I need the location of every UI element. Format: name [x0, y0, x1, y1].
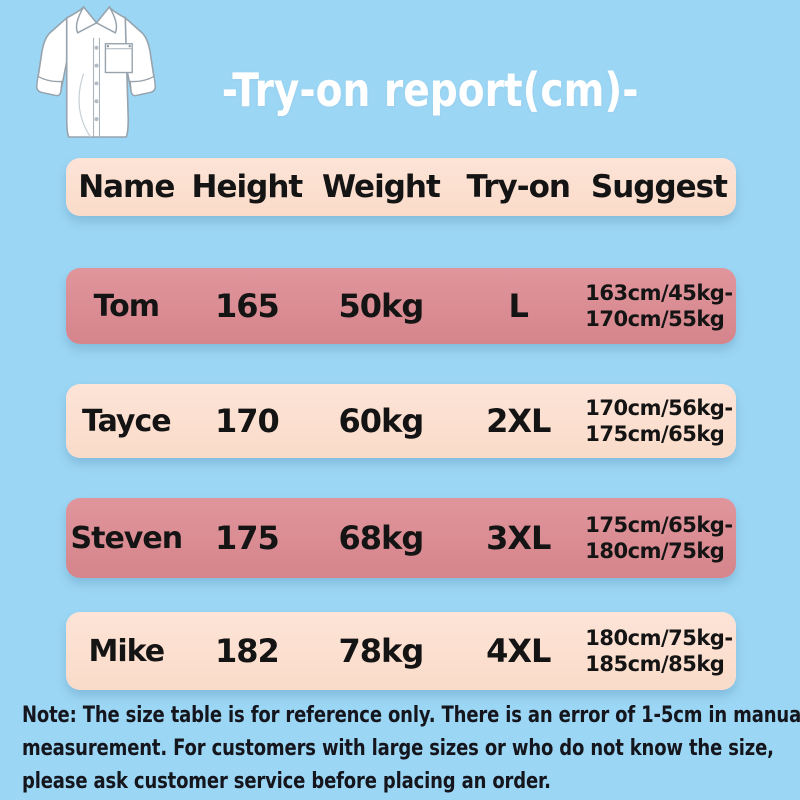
- cell-tryon: 4XL: [486, 632, 551, 670]
- table-row: Mike 182 78kg 4XL 180cm/75kg- 185cm/85kg: [66, 612, 736, 690]
- table-header-row: Name Height Weight Try-on Suggest: [66, 158, 736, 216]
- table-row: Tom 165 50kg L 163cm/45kg- 170cm/55kg: [66, 268, 736, 344]
- note-line: please ask customer service before placi…: [22, 768, 551, 794]
- cell-suggest: 163cm/45kg- 170cm/55kg: [582, 280, 736, 332]
- suggest-line1: 175cm/65kg-: [585, 513, 733, 537]
- suggest-line2: 170cm/55kg: [585, 307, 725, 331]
- cell-name: Mike: [88, 633, 165, 669]
- header-cell-height: Height: [191, 169, 304, 205]
- header-cell-name: Name: [78, 169, 175, 205]
- suggest-line2: 185cm/85kg: [585, 652, 725, 676]
- cell-suggest: 175cm/65kg- 180cm/75kg: [582, 512, 736, 564]
- suggest-line1: 180cm/75kg-: [585, 626, 733, 650]
- cell-height: 170: [214, 402, 280, 440]
- cell-weight: 68kg: [338, 519, 425, 557]
- cell-weight: 50kg: [338, 287, 425, 325]
- cell-height: 182: [214, 632, 280, 670]
- cell-tryon: 3XL: [486, 519, 551, 557]
- table-row: Tayce 170 60kg 2XL 170cm/56kg- 175cm/65kg: [66, 384, 736, 458]
- cell-name: Tom: [93, 288, 160, 324]
- table-row: Steven 175 68kg 3XL 175cm/65kg- 180cm/75k…: [66, 498, 736, 578]
- cell-suggest: 180cm/75kg- 185cm/85kg: [582, 625, 736, 677]
- cell-height: 165: [214, 287, 280, 325]
- cell-height: 175: [214, 519, 280, 557]
- suggest-line2: 175cm/65kg: [585, 422, 725, 446]
- header-cell-weight: Weight: [321, 169, 441, 205]
- note-line: measurement. For customers with large si…: [22, 735, 774, 761]
- page-title: -Try-on report(cm)-: [150, 52, 710, 128]
- suggest-line1: 163cm/45kg-: [585, 281, 733, 305]
- cell-tryon: L: [508, 287, 529, 325]
- cell-tryon: 2XL: [486, 402, 551, 440]
- note-line: Note: The size table is for reference on…: [22, 702, 800, 728]
- cell-name: Steven: [70, 520, 184, 556]
- page-title-text: -Try-on report(cm)-: [221, 63, 639, 117]
- note-text: Note: The size table is for reference on…: [22, 699, 800, 798]
- suggest-line2: 180cm/75kg: [585, 539, 725, 563]
- cell-suggest: 170cm/56kg- 175cm/65kg: [582, 395, 736, 447]
- shirt-icon: [36, 5, 156, 138]
- header-cell-tryon: Try-on: [466, 169, 570, 205]
- cell-weight: 60kg: [338, 402, 425, 440]
- suggest-line1: 170cm/56kg-: [585, 396, 733, 420]
- cell-weight: 78kg: [338, 632, 425, 670]
- header-cell-suggest: Suggest: [590, 169, 728, 205]
- cell-name: Tayce: [81, 403, 172, 439]
